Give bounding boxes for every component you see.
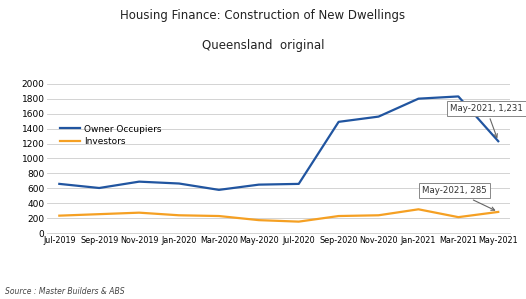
Text: Queensland  original: Queensland original — [202, 39, 324, 52]
Investors — [256, 218, 262, 222]
Legend: Owner Occupiers, Investors: Owner Occupiers, Investors — [56, 121, 166, 150]
Line: Investors: Investors — [59, 209, 498, 222]
Owner Occupiers — [176, 182, 182, 185]
Owner Occupiers — [296, 182, 302, 186]
Owner Occupiers — [455, 94, 461, 98]
Investors — [416, 208, 422, 211]
Investors — [455, 215, 461, 219]
Text: Source : Master Builders & ABS: Source : Master Builders & ABS — [5, 287, 125, 296]
Investors — [336, 214, 342, 218]
Investors — [495, 210, 501, 214]
Text: Housing Finance: Construction of New Dwellings: Housing Finance: Construction of New Dwe… — [120, 9, 406, 22]
Investors — [176, 213, 182, 217]
Investors — [136, 211, 142, 214]
Owner Occupiers — [495, 139, 501, 143]
Owner Occupiers — [96, 186, 103, 190]
Owner Occupiers — [416, 97, 422, 100]
Owner Occupiers — [216, 188, 222, 192]
Text: May-2021, 1,231: May-2021, 1,231 — [450, 104, 523, 138]
Investors — [216, 214, 222, 218]
Owner Occupiers — [136, 180, 142, 184]
Text: May-2021, 285: May-2021, 285 — [422, 187, 494, 210]
Owner Occupiers — [336, 120, 342, 124]
Investors — [296, 220, 302, 223]
Line: Owner Occupiers: Owner Occupiers — [59, 96, 498, 190]
Owner Occupiers — [256, 183, 262, 187]
Investors — [376, 213, 382, 217]
Owner Occupiers — [56, 182, 63, 186]
Investors — [56, 214, 63, 217]
Investors — [96, 212, 103, 216]
Owner Occupiers — [376, 115, 382, 118]
